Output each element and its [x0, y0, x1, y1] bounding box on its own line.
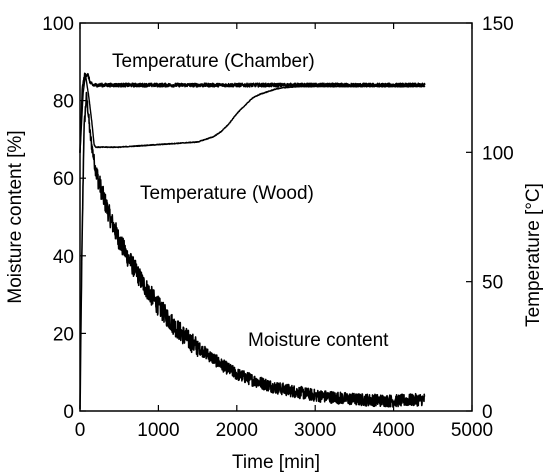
tick-labels: 0 1000 2000 3000 4000 50000204060801000501001… [42, 14, 513, 441]
x-tick-label: 4000 [372, 420, 414, 441]
y-tick-label-left: 80 [53, 92, 74, 113]
y-tick-label-right: 50 [482, 273, 503, 294]
y-tick-label-left: 60 [53, 169, 74, 190]
y-tick-label-right: 0 [482, 402, 493, 423]
axis-ticks [79, 22, 473, 412]
series-moisture-content [79, 91, 426, 410]
y-tick-label-left: 20 [53, 324, 74, 345]
series-temperature-wood [79, 74, 426, 153]
x-tick-label: 0 [75, 420, 86, 441]
y-tick-label-left: 40 [53, 247, 74, 268]
annotation-chamber: Temperature (Chamber) [112, 51, 315, 72]
y-tick-label-right: 100 [482, 143, 514, 164]
y-tick-label-right: 150 [482, 14, 514, 35]
y-axis-label-right: Temperature [°C] [523, 183, 544, 327]
x-tick-label: 3000 [294, 420, 336, 441]
series-group [79, 72, 426, 410]
y-tick-label-left: 100 [42, 14, 74, 35]
x-tick-label: 2000 [216, 420, 258, 441]
x-axis-label: Time [min] [232, 452, 320, 473]
x-tick-label: 5000 [451, 420, 493, 441]
annotation-moisture: Moisture content [248, 330, 389, 351]
y-axis-label-left: Moisture content [%] [5, 130, 26, 303]
plot-frame [79, 22, 473, 412]
y-tick-label-left: 0 [63, 402, 74, 423]
annotation-wood: Temperature (Wood) [140, 183, 314, 204]
x-tick-label: 1000 [137, 420, 179, 441]
series-temperature-chamber [79, 72, 426, 154]
